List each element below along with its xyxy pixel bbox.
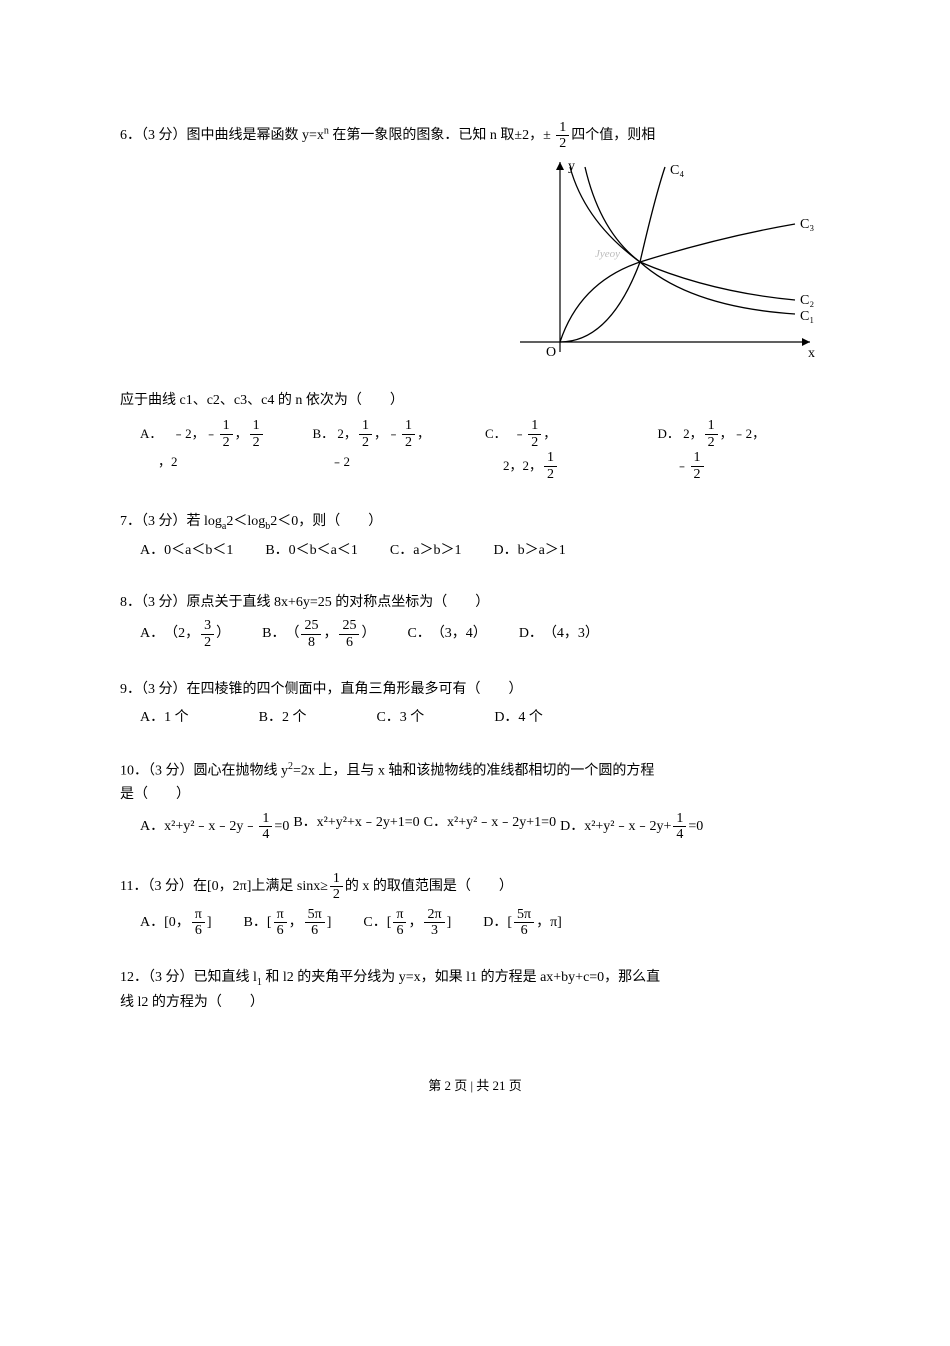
- origin-label: O: [546, 345, 556, 360]
- q9-option-d: D．4 个: [494, 706, 543, 730]
- q6-option-a: A． ﹣2，﹣12，12 ，2: [140, 418, 313, 482]
- q10-option-c: C．x²+y²﹣x﹣2y+1=0: [424, 811, 556, 835]
- question-12: 12．（3 分）已知直线 l1 和 l2 的夹角平分线为 y=x，如果 l1 的…: [120, 966, 830, 1015]
- q6-option-d: D． 2，12，﹣2， ﹣12: [658, 418, 831, 482]
- q6-option-b: B． 2，12，﹣12， ﹣2: [313, 418, 486, 482]
- q6-text-b: 在第一象限的图象．已知 n 取±2，±: [329, 128, 554, 143]
- q7-option-b: B．0＜b＜a＜1: [265, 539, 358, 563]
- question-10: 10．（3 分）圆心在抛物线 y2=2x 上，且与 x 轴和该抛物线的准线都相切…: [120, 758, 830, 843]
- q8-option-a: A．（2，32）: [140, 618, 230, 650]
- q7-options: A．0＜a＜b＜1 B．0＜b＜a＜1 C．a＞b＞1 D．b＞a＞1: [140, 539, 830, 563]
- q9-option-a: A．1 个: [140, 706, 189, 730]
- page-footer: 第 2 页 | 共 21 页: [120, 1075, 830, 1097]
- q6-graph: y x O C₄ C₃ C₂ C₁ Jyeoy: [490, 152, 830, 381]
- q11-options: A．[0，π6] B．[π6，5π6] C．[π6，2π3] D．[5π6，π]: [140, 907, 830, 939]
- q11-option-c: C．[π6，2π3]: [363, 907, 451, 939]
- q10-stem: 10．（3 分）圆心在抛物线 y2=2x 上，且与 x 轴和该抛物线的准线都相切…: [120, 758, 830, 783]
- q10-options: A．x²+y²﹣x﹣2y﹣14=0 B．x²+y²+x﹣2y+1=0 C．x²+…: [140, 811, 830, 843]
- q7-stem: 7．（3 分）若 loga2＜logb2＜0，则（ ）: [120, 510, 830, 535]
- q10-option-a: A．x²+y²﹣x﹣2y﹣14=0: [140, 811, 289, 843]
- curve-c1-label: C₁: [800, 309, 814, 324]
- q7-option-c: C．a＞b＞1: [390, 539, 462, 563]
- q12-stem: 12．（3 分）已知直线 l1 和 l2 的夹角平分线为 y=x，如果 l1 的…: [120, 966, 830, 991]
- q8-option-b: B．（258，256）: [262, 618, 375, 650]
- curve-c4-label: C₄: [670, 163, 684, 178]
- q7-option-d: D．b＞a＞1: [493, 539, 565, 563]
- q9-stem: 9．（3 分）在四棱锥的四个侧面中，直角三角形最多可有（ ）: [120, 678, 830, 702]
- curve-c3-label: C₃: [800, 217, 814, 232]
- curve-c2-label: C₂: [800, 293, 814, 308]
- q8-option-d: D．（4，3）: [519, 618, 599, 650]
- q10-option-b: B．x²+y²+x﹣2y+1=0: [293, 811, 419, 835]
- q6-stem: 6．（3 分）图中曲线是幂函数 y=xn 在第一象限的图象．已知 n 取±2，±…: [120, 120, 830, 152]
- q8-option-c: C．（3，4）: [407, 618, 486, 650]
- question-6: 6．（3 分）图中曲线是幂函数 y=xn 在第一象限的图象．已知 n 取±2，±…: [120, 120, 830, 482]
- q8-options: A．（2，32） B．（258，256） C．（3，4） D．（4，3）: [140, 618, 830, 650]
- frac-half: 12: [556, 120, 569, 152]
- power-func-graph: y x O C₄ C₃ C₂ C₁ Jyeoy: [490, 152, 830, 372]
- q11-option-b: B．[π6，5π6]: [244, 907, 332, 939]
- q6-text-a: 6．（3 分）图中曲线是幂函数 y=x: [120, 128, 324, 143]
- question-9: 9．（3 分）在四棱锥的四个侧面中，直角三角形最多可有（ ） A．1 个 B．2…: [120, 678, 830, 730]
- question-8: 8．（3 分）原点关于直线 8x+6y=25 的对称点坐标为（ ） A．（2，3…: [120, 591, 830, 651]
- q6-options: A． ﹣2，﹣12，12 ，2 B． 2，12，﹣12， ﹣2 C． ﹣12， …: [140, 418, 830, 482]
- q6-text-line2: 应于曲线 c1、c2、c3、c4 的 n 依次为（ ）: [120, 387, 830, 413]
- q11-option-a: A．[0，π6]: [140, 907, 212, 939]
- q9-option-c: C．3 个: [376, 706, 424, 730]
- q10-option-d: D．x²+y²﹣x﹣2y+14=0: [560, 811, 703, 843]
- question-11: 11．（3 分）在[0，2π]上满足 sinx≥12的 x 的取值范围是（ ） …: [120, 871, 830, 939]
- q12-stem2: 线 l2 的方程为（ ）: [120, 991, 830, 1015]
- axis-x-label: x: [808, 346, 815, 361]
- question-7: 7．（3 分）若 loga2＜logb2＜0，则（ ） A．0＜a＜b＜1 B．…: [120, 510, 830, 563]
- watermark: Jyeoy: [595, 248, 620, 260]
- q10-stem2: 是（ ）: [120, 783, 830, 807]
- q6-text-c: 四个值，则相: [571, 128, 655, 143]
- q9-options: A．1 个 B．2 个 C．3 个 D．4 个: [140, 706, 830, 730]
- q8-stem: 8．（3 分）原点关于直线 8x+6y=25 的对称点坐标为（ ）: [120, 591, 830, 615]
- q9-option-b: B．2 个: [259, 706, 307, 730]
- q11-stem: 11．（3 分）在[0，2π]上满足 sinx≥12的 x 的取值范围是（ ）: [120, 871, 830, 903]
- q11-option-d: D．[5π6，π]: [483, 907, 562, 939]
- q6-option-c: C． ﹣12， 2，2，12: [485, 418, 658, 482]
- q7-option-a: A．0＜a＜b＜1: [140, 539, 233, 563]
